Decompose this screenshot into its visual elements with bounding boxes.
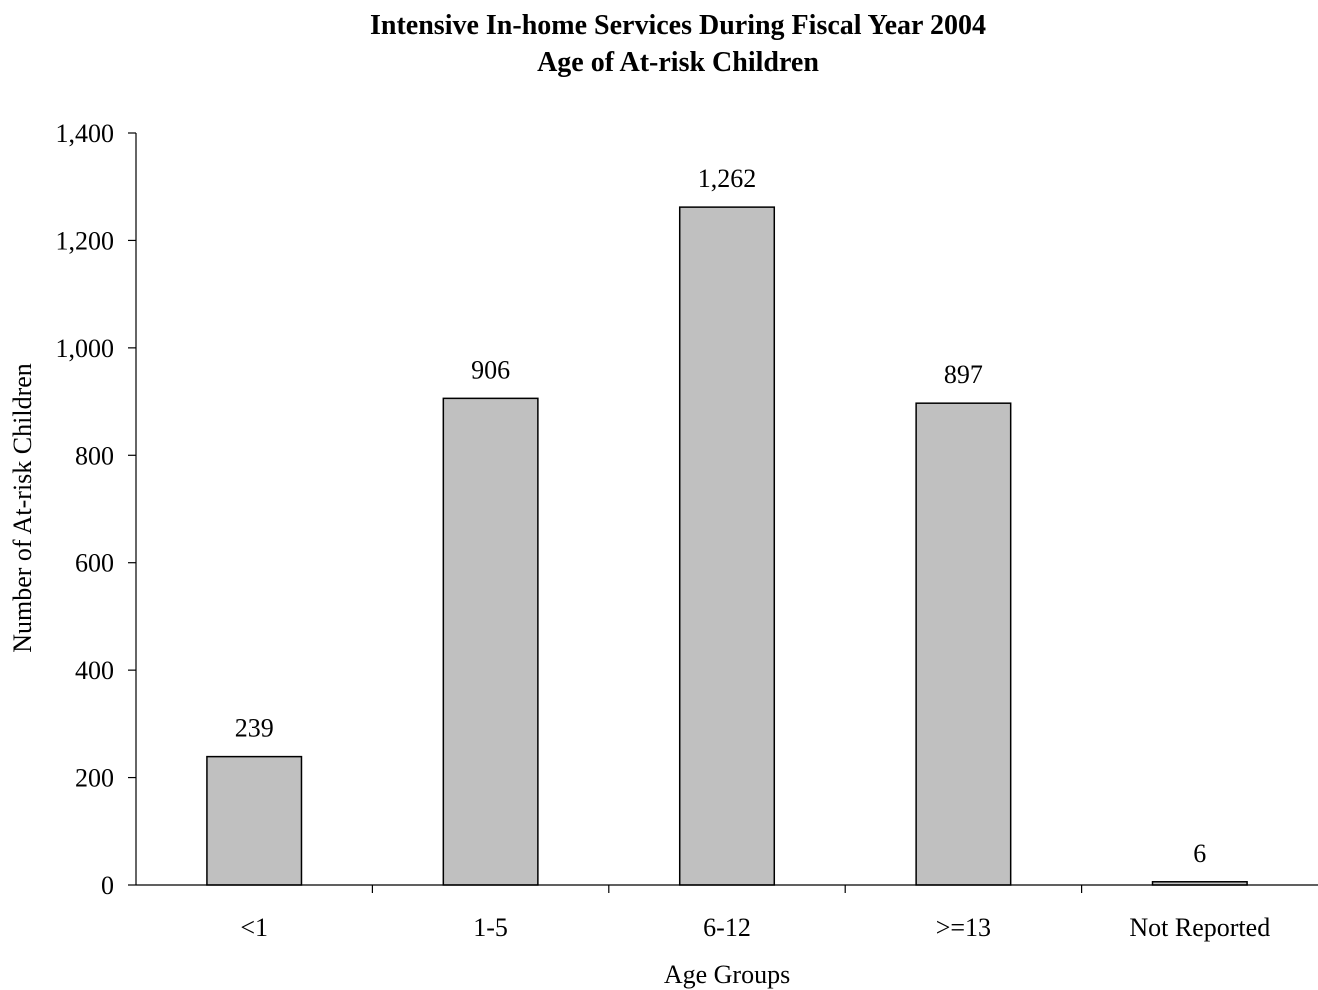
y-tick-label: 0 [101, 871, 114, 900]
y-tick-label: 1,200 [56, 226, 115, 255]
y-tick-label: 400 [75, 656, 114, 685]
bar [678, 206, 776, 886]
x-tick-label: >=13 [936, 913, 991, 942]
bars: 239 906 1,262 897 6 [206, 164, 1248, 886]
x-tick-label: 1-5 [473, 913, 508, 942]
x-tick-label: Not Reported [1129, 913, 1270, 942]
x-tick-label: 6-12 [703, 913, 751, 942]
chart-subtitle: Age of At-risk Children [537, 47, 819, 78]
y-tick-label: 600 [75, 549, 114, 578]
y-axis-label: Number of At-risk Children [8, 363, 37, 653]
data-label: 239 [235, 714, 274, 743]
y-tick-label: 1,400 [56, 119, 115, 148]
data-label: 897 [944, 360, 983, 389]
x-tick-label: <1 [240, 913, 268, 942]
data-label: 906 [471, 355, 510, 384]
bar [442, 397, 539, 886]
chart-title: Intensive In-home Services During Fiscal… [370, 10, 986, 41]
x-axis-label: Age Groups [664, 960, 790, 989]
y-tick-label: 200 [75, 764, 114, 793]
bar [206, 755, 303, 886]
y-tick-label: 1,000 [56, 334, 115, 363]
bar [915, 402, 1012, 886]
x-axis-ticks: <1 1-5 6-12 >=13 Not Reported [240, 885, 1270, 942]
data-label: 6 [1193, 839, 1206, 868]
y-tick-label: 800 [75, 441, 114, 470]
y-axis-ticks: 0 200 400 600 800 1,000 1,200 1,400 [56, 119, 136, 900]
data-label: 1,262 [698, 164, 757, 193]
